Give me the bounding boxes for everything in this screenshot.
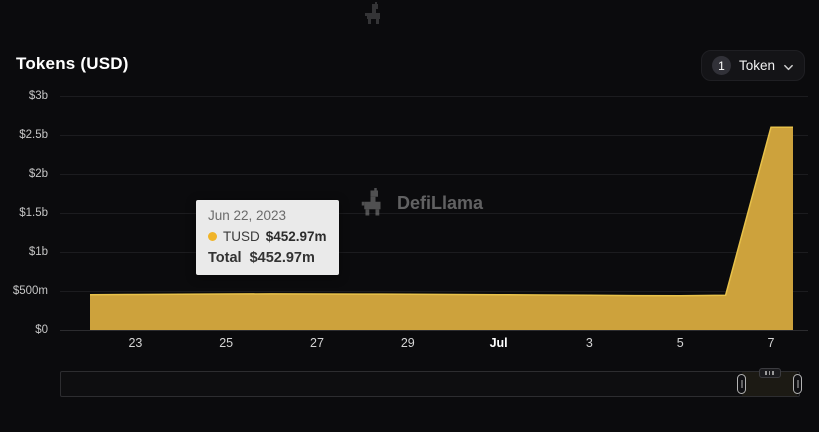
y-axis-label: $2.5b	[19, 129, 48, 141]
time-range-brush[interactable]	[60, 368, 802, 397]
chevron-down-icon	[783, 60, 794, 71]
chart-tooltip: Jun 22, 2023 TUSD $452.97m Total $452.97…	[196, 200, 339, 275]
token-selector-label: Token	[738, 58, 775, 73]
gridline	[60, 213, 808, 214]
series-dot-icon	[208, 232, 217, 241]
area-stroke	[89, 126, 793, 297]
y-axis-label: $3b	[28, 90, 48, 102]
x-axis-label: 25	[219, 336, 234, 350]
area-fill	[90, 127, 793, 330]
y-axis: $3b $2.5b $2b $1.5b $1b $500m $0	[0, 90, 54, 336]
x-axis: 23 25 27 29 Jul 3 5 7	[60, 336, 808, 354]
y-axis-label: $2b	[28, 168, 48, 180]
y-axis-label: $0	[35, 324, 48, 336]
gridline	[60, 252, 808, 253]
x-axis-label: 5	[676, 336, 684, 350]
gridline	[60, 96, 808, 97]
page-title: Tokens (USD)	[16, 54, 129, 73]
gridline	[60, 135, 808, 136]
x-axis-label: 29	[400, 336, 415, 350]
llama-logo-icon	[362, 2, 386, 26]
token-selector-button[interactable]: 1 Token	[700, 50, 805, 81]
x-axis-label: 3	[585, 336, 593, 350]
tooltip-total-label: Total	[208, 250, 242, 266]
brush-handle-right[interactable]	[793, 374, 802, 394]
brush-selection[interactable]	[737, 368, 802, 396]
x-axis-label: 7	[767, 336, 775, 350]
gridline	[60, 174, 808, 175]
token-count-badge: 1	[711, 56, 731, 75]
chart-plot-area[interactable]: DefiLlama Jun 22, 2023 TUSD $452.97m Tot…	[60, 96, 808, 331]
y-axis-label: $1.5b	[19, 207, 48, 219]
y-axis-label: $500m	[12, 285, 48, 297]
area-series-tusd	[89, 126, 793, 330]
gridline	[60, 291, 808, 292]
x-axis-label: 27	[310, 336, 324, 350]
tooltip-series-name: TUSD	[223, 229, 260, 244]
x-axis-label: 23	[128, 336, 143, 350]
x-axis-label: Jul	[489, 336, 508, 350]
tooltip-date: Jun 22, 2023	[208, 208, 287, 223]
gridline	[60, 330, 808, 331]
tooltip-series-value: $452.97m	[265, 229, 327, 244]
tooltip-total-value: $452.97m	[249, 250, 315, 266]
brush-grip-icon[interactable]	[758, 368, 781, 378]
brush-handle-left[interactable]	[737, 374, 746, 394]
y-axis-label: $1b	[28, 246, 48, 258]
